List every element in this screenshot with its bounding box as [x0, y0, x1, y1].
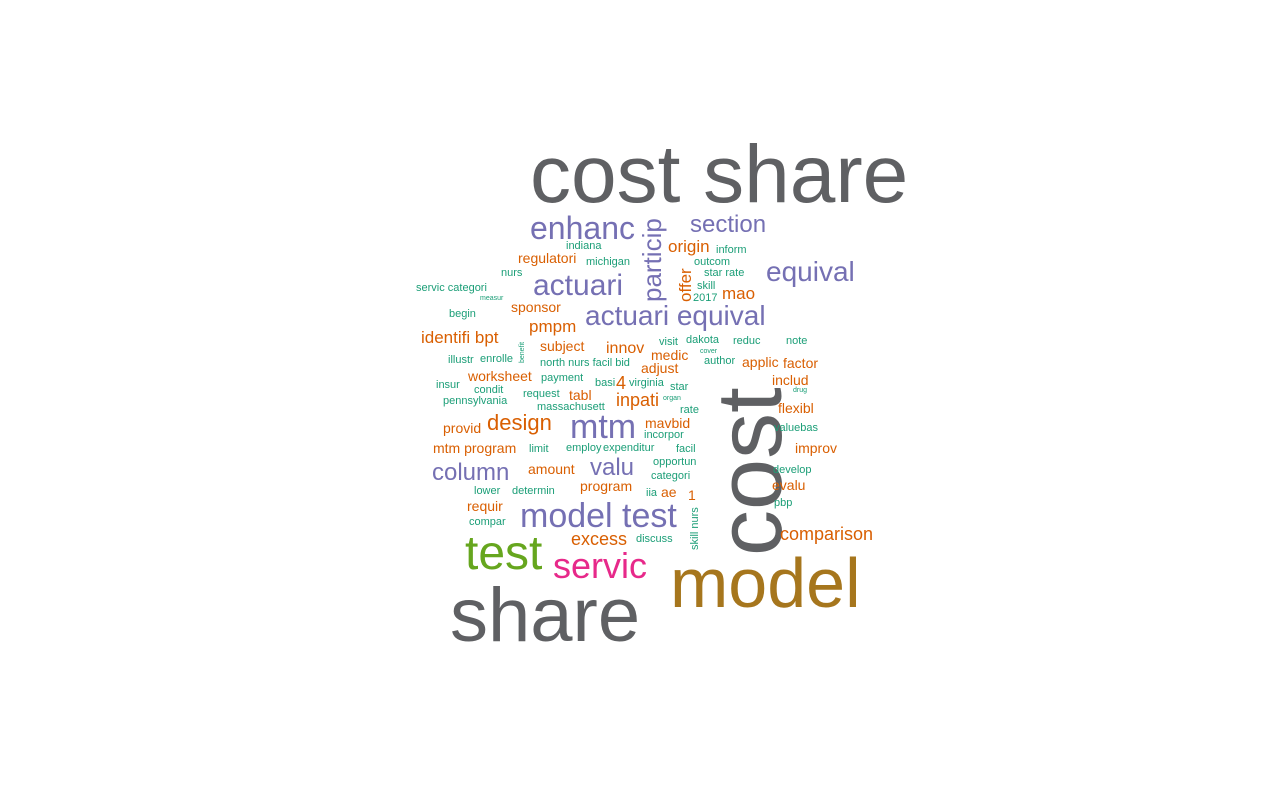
- word-4: 4: [616, 373, 627, 393]
- word-section: section: [690, 211, 767, 238]
- word-mtm: mtm: [570, 408, 637, 446]
- word-expenditur: expenditur: [603, 442, 655, 454]
- word-comparison: comparison: [780, 524, 874, 544]
- word-model: model: [670, 544, 861, 622]
- word-reduc: reduc: [733, 335, 761, 347]
- word-request: request: [523, 388, 560, 400]
- word-servic-categori: servic categori: [416, 282, 487, 294]
- word-amount: amount: [528, 461, 575, 477]
- word-excess: excess: [571, 529, 628, 549]
- word-incorpor: incorpor: [644, 429, 684, 441]
- word-inform: inform: [716, 244, 747, 256]
- word-develop: develop: [773, 464, 812, 476]
- word-includ: includ: [772, 372, 809, 388]
- word-share: share: [450, 573, 641, 658]
- word-servic: servic: [553, 545, 648, 586]
- word-limit: limit: [529, 443, 549, 455]
- word-indiana: indiana: [566, 240, 602, 252]
- word-adjust: adjust: [641, 360, 679, 376]
- word-opportun: opportun: [653, 456, 697, 468]
- word-medic: medic: [651, 347, 689, 363]
- word-regulatori: regulatori: [518, 250, 577, 266]
- word-skill: skill: [697, 280, 716, 292]
- word-star: star: [670, 381, 689, 393]
- word-column: column: [432, 459, 510, 486]
- word-drug: drug: [793, 387, 808, 394]
- word-benefit: benefit: [519, 341, 526, 363]
- word-inpati: inpati: [616, 390, 660, 410]
- word-facil: facil: [676, 443, 696, 455]
- word-determin: determin: [512, 485, 555, 497]
- word-ae: ae: [661, 484, 677, 500]
- word-visit: visit: [659, 336, 678, 348]
- word-star-rate: star rate: [704, 267, 745, 279]
- word-virginia: virginia: [629, 377, 664, 389]
- word-2017: 2017: [693, 292, 718, 304]
- word-cover: cover: [700, 348, 718, 355]
- word-tabl: tabl: [569, 387, 592, 403]
- word-basi: basi: [595, 377, 616, 389]
- word-condit: condit: [474, 384, 504, 396]
- word-worksheet: worksheet: [468, 368, 532, 384]
- word-flexibl: flexibl: [778, 400, 814, 416]
- word-equival: equival: [766, 256, 855, 287]
- word-offer: offer: [676, 268, 695, 302]
- word-payment: payment: [541, 372, 584, 384]
- word-discuss: discuss: [636, 533, 673, 545]
- word-organ: organ: [663, 395, 681, 402]
- word-origin: origin: [668, 237, 710, 256]
- word-enrolle: enrolle: [480, 353, 514, 365]
- word-valuebas: valuebas: [774, 422, 819, 434]
- word-note: note: [786, 335, 808, 347]
- word-lower: lower: [474, 485, 501, 497]
- word-begin: begin: [449, 308, 476, 320]
- word-sponsor: sponsor: [511, 299, 561, 315]
- word-design: design: [487, 410, 552, 435]
- word-categori: categori: [651, 470, 691, 482]
- word-applic: applic: [742, 354, 779, 370]
- word-actuari: actuari: [533, 269, 624, 302]
- word-test: test: [465, 527, 543, 580]
- word-measur: measur: [480, 295, 504, 302]
- word-actuari-equival: actuari equival: [585, 300, 766, 331]
- word-provid: provid: [443, 420, 482, 436]
- word-program: program: [580, 478, 633, 494]
- word-mtm-program: mtm program: [433, 440, 517, 456]
- word-valu: valu: [590, 454, 635, 481]
- word-skill-nurs: skill nurs: [689, 507, 701, 550]
- word-innov: innov: [606, 340, 645, 357]
- word-illustr: illustr: [448, 354, 474, 366]
- word-enhanc: enhanc: [530, 210, 635, 246]
- word-mao: mao: [722, 284, 756, 303]
- word-pbp: pbp: [774, 497, 793, 509]
- word-subject: subject: [540, 338, 585, 354]
- word-compar: compar: [469, 516, 506, 528]
- word-massachusett: massachusett: [537, 401, 605, 413]
- word-nurs: nurs: [501, 267, 523, 279]
- word-factor: factor: [783, 355, 819, 371]
- word-north-nurs-facil-bid: north nurs facil bid: [540, 357, 630, 369]
- word-iia: iia: [646, 487, 658, 499]
- word-pennsylvania: pennsylvania: [443, 395, 508, 407]
- word-outcom: outcom: [694, 256, 731, 268]
- word-evalu: evalu: [772, 477, 806, 493]
- word-author: author: [704, 355, 736, 367]
- word-cost-share: cost share: [530, 129, 909, 220]
- word-employ: employ: [566, 442, 602, 454]
- word-pmpm: pmpm: [529, 317, 577, 336]
- word-improv: improv: [795, 440, 838, 456]
- word-requir: requir: [467, 498, 503, 514]
- word-rate: rate: [680, 404, 699, 416]
- word-dakota: dakota: [686, 334, 720, 346]
- word-1: 1: [688, 487, 696, 503]
- word-identifi-bpt: identifi bpt: [421, 328, 499, 347]
- word-insur: insur: [436, 379, 460, 391]
- word-mavbid: mavbid: [645, 415, 691, 431]
- word-particip: particip: [637, 218, 667, 302]
- word-model-test: model test: [520, 497, 677, 535]
- word-michigan: michigan: [586, 256, 631, 268]
